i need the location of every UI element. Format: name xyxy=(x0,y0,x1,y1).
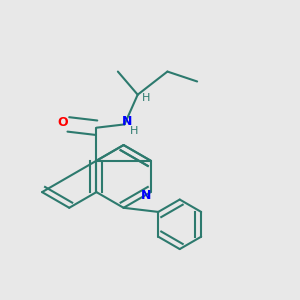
Text: O: O xyxy=(57,116,68,129)
Text: N: N xyxy=(141,189,151,202)
Text: H: H xyxy=(142,93,150,103)
Text: N: N xyxy=(122,115,132,128)
Text: H: H xyxy=(130,126,139,136)
